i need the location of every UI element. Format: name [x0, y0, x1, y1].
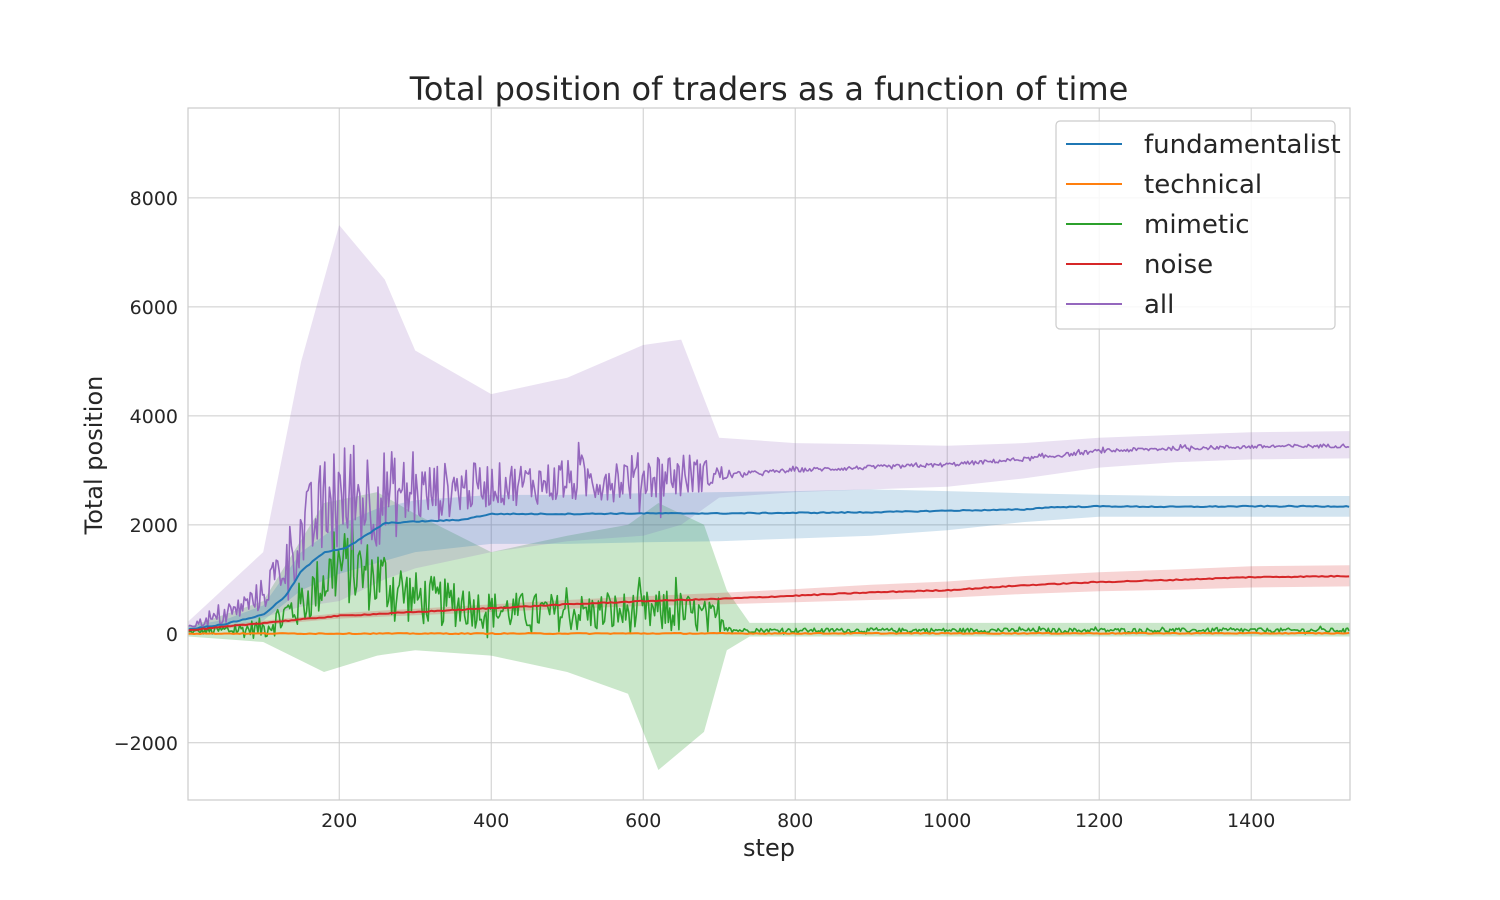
x-tick-label: 200: [321, 810, 357, 832]
x-tick-label: 400: [473, 810, 509, 832]
y-tick-label: 4000: [130, 406, 178, 428]
noise-line: [187, 574, 1350, 632]
x-tick-label: 800: [777, 810, 813, 832]
legend-label-fundamentalist: fundamentalist: [1144, 130, 1341, 160]
y-axis-label: Total position: [80, 376, 108, 536]
noise-band: [188, 565, 1350, 633]
x-tick-label: 600: [625, 810, 661, 832]
y-tick-label: 6000: [130, 297, 178, 319]
y-tick-label: 8000: [130, 188, 178, 210]
all-band: [188, 225, 1350, 630]
series-lines: [187, 441, 1350, 639]
legend-label-noise: noise: [1144, 250, 1213, 280]
x-tick-label: 1200: [1075, 810, 1123, 832]
x-tick-label: 1000: [923, 810, 971, 832]
plot-frame: [187, 107, 1351, 801]
legend-label-technical: technical: [1144, 170, 1262, 200]
y-tick-label: 2000: [130, 515, 178, 537]
all-line: [187, 441, 1350, 628]
chart-title: Total position of traders as a function …: [409, 70, 1129, 108]
legend-label-mimetic: mimetic: [1144, 210, 1250, 240]
y-axis-ticks: −2000 0 2000 4000 6000 8000: [114, 188, 178, 755]
x-tick-label: 1400: [1227, 810, 1275, 832]
y-tick-label: 0: [166, 624, 178, 646]
fundamentalist-band: [188, 489, 1350, 632]
fundamentalist-line: [187, 504, 1350, 631]
technical-line: [187, 631, 1350, 635]
x-axis-label: step: [743, 834, 795, 862]
y-tick-label: −2000: [114, 733, 178, 755]
legend-box: [1055, 120, 1336, 330]
legend-label-all: all: [1144, 290, 1174, 320]
legend: fundamentalist technical mimetic noise all: [1055, 120, 1341, 330]
x-axis-ticks: 200 400 600 800 1000 1200 1400: [321, 810, 1275, 832]
